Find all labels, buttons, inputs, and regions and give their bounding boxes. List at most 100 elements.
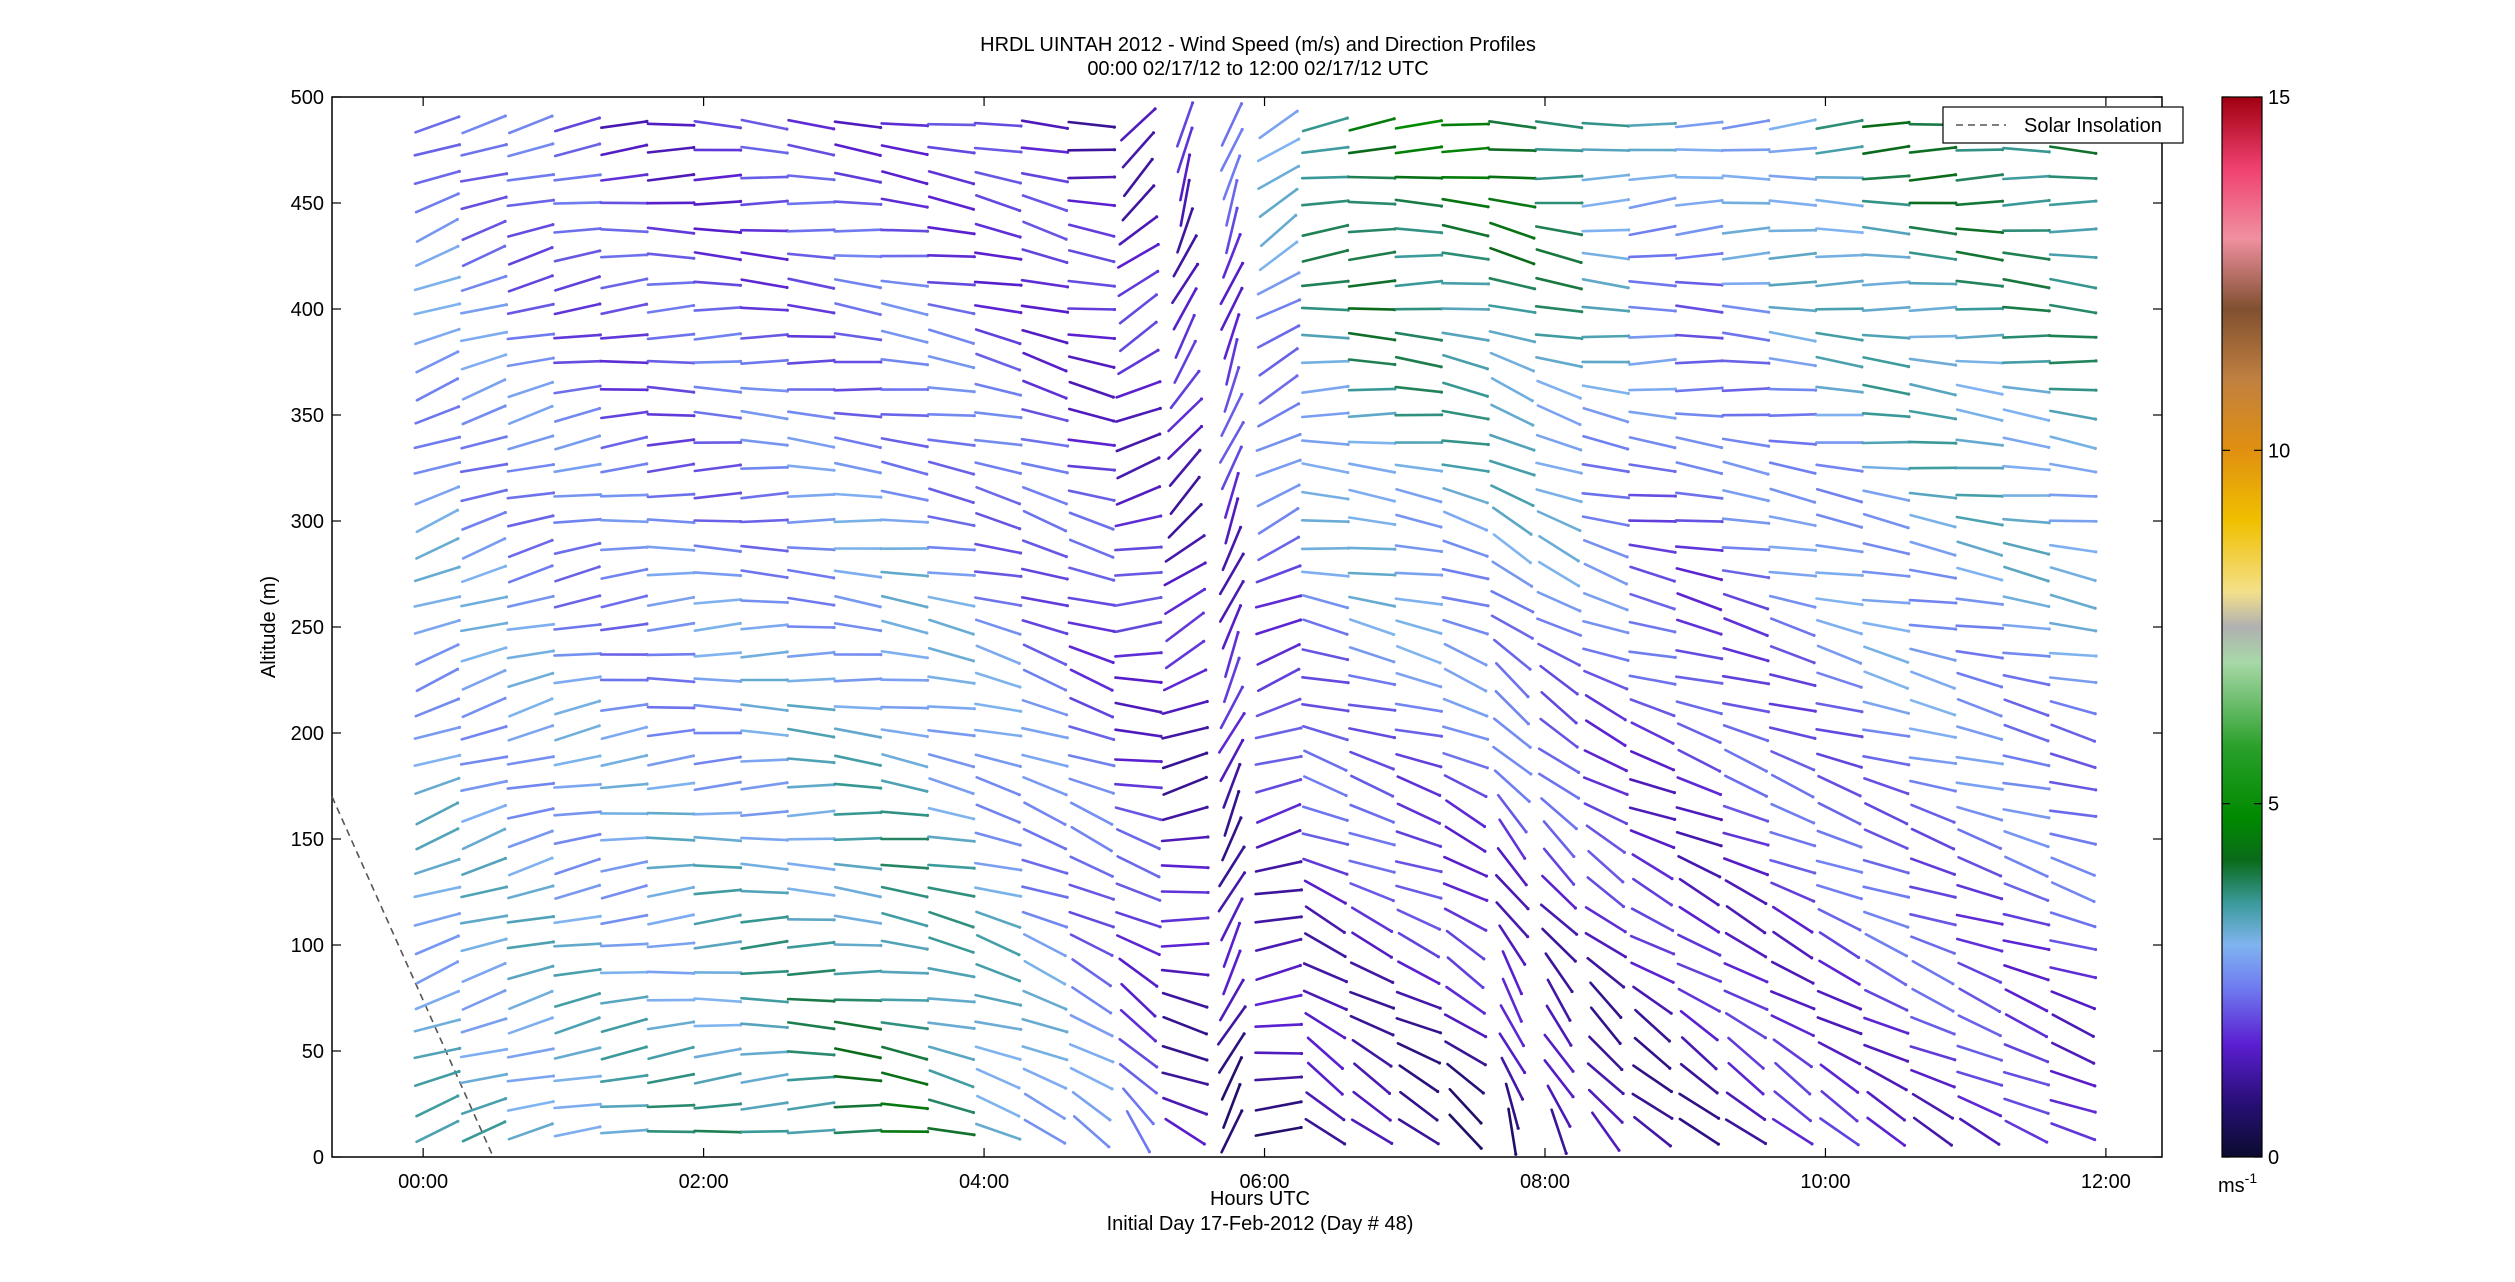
wind-vector — [1630, 750, 1675, 772]
wind-vector-head — [692, 145, 696, 150]
wind-vector — [786, 997, 836, 1003]
wind-vector-head — [1188, 153, 1192, 157]
wind-vector-head — [1299, 726, 1303, 730]
wind-vector-head — [1572, 882, 1576, 886]
wind-vector — [1955, 781, 2004, 791]
wind-vector — [1490, 403, 1535, 427]
wind-vector-head — [1439, 469, 1444, 473]
wind-vector-head — [1812, 661, 1816, 665]
wind-vector — [1543, 1059, 1575, 1098]
wind-vector-head — [1813, 523, 1817, 528]
wind-vector — [1164, 639, 1205, 670]
wind-vector — [1866, 1116, 1906, 1147]
wind-vector — [787, 303, 836, 315]
wind-vector — [973, 728, 1023, 738]
wind-vector — [1022, 509, 1067, 533]
wind-vector-head — [972, 414, 976, 418]
wind-vector-head — [1859, 897, 1863, 901]
wind-vector-head — [1203, 561, 1207, 565]
wind-vector-head — [1533, 205, 1537, 209]
wind-vector-head — [1112, 203, 1116, 208]
wind-vector-head — [738, 463, 743, 467]
y-tick-label: 200 — [291, 723, 324, 745]
wind-vector-head — [1019, 150, 1023, 154]
wind-vector-head — [1766, 819, 1770, 823]
wind-vector-head — [832, 1053, 836, 1057]
wind-vector-head — [1813, 146, 1818, 150]
wind-vector — [2050, 990, 2096, 1010]
wind-vector-head — [1298, 564, 1302, 568]
wind-vector — [1495, 661, 1530, 699]
wind-vector — [1442, 725, 1489, 741]
wind-vector — [1114, 571, 1163, 577]
wind-vector — [460, 646, 508, 663]
wind-vector-head — [1577, 663, 1581, 667]
wind-vector — [1727, 1036, 1765, 1070]
wind-vector-head — [1159, 734, 1163, 738]
wind-vector-head — [457, 275, 461, 279]
wind-vector — [1117, 270, 1159, 298]
wind-vector — [833, 754, 882, 767]
wind-vector — [693, 997, 742, 1004]
wind-vector-head — [692, 303, 696, 308]
wind-vector-head — [504, 143, 508, 147]
wind-vector — [1020, 278, 1069, 289]
wind-vector — [461, 669, 507, 691]
wind-vector-head — [1346, 658, 1350, 662]
wind-vector — [1908, 281, 1958, 286]
wind-vector-head — [1626, 198, 1630, 202]
wind-vector — [1545, 1004, 1573, 1047]
wind-vector-head — [1241, 552, 1245, 556]
wind-vector — [786, 493, 836, 499]
wind-vector-head — [551, 302, 555, 306]
wind-vector-head — [832, 517, 836, 521]
wind-vector — [1628, 493, 1677, 498]
wind-vector — [1956, 1044, 2003, 1062]
wind-vector — [646, 1103, 696, 1109]
wind-vector — [1910, 670, 1956, 690]
wind-vector — [1679, 1062, 1719, 1095]
wind-vector — [833, 943, 883, 947]
wind-vector-head — [1860, 603, 1864, 607]
wind-vector-head — [1159, 545, 1163, 549]
wind-vector — [693, 1047, 742, 1059]
wind-vector — [1722, 460, 1770, 476]
wind-vector — [927, 355, 975, 369]
wind-vector-head — [878, 153, 882, 157]
wind-vector-head — [1907, 601, 1911, 605]
wind-vector-head — [878, 895, 882, 899]
wind-vector — [1956, 540, 2003, 557]
wind-vector-head — [925, 1107, 930, 1111]
wind-vector-head — [1519, 992, 1523, 996]
wind-vector-head — [456, 192, 460, 196]
wind-vector-head — [925, 631, 929, 635]
wind-vector-head — [1673, 655, 1677, 660]
wind-vector — [786, 677, 836, 683]
wind-vector — [1114, 514, 1162, 528]
wind-vector-head — [1905, 822, 1909, 826]
wind-vector-head — [1241, 421, 1245, 425]
wind-vector — [786, 703, 836, 712]
wind-vector-head — [1528, 561, 1532, 565]
wind-vector — [413, 302, 461, 316]
wind-vector-head — [972, 817, 976, 821]
wind-vector — [975, 910, 1022, 929]
wind-vector — [1256, 324, 1301, 349]
wind-vector — [1768, 515, 1817, 527]
wind-vector — [553, 675, 602, 685]
wind-vector-head — [1524, 830, 1528, 834]
y-tick-label: 350 — [291, 405, 324, 427]
wind-vector — [1955, 597, 2004, 606]
wind-vector-head — [1187, 178, 1191, 182]
wind-vector — [1955, 383, 2004, 396]
wind-vector — [1721, 387, 1771, 393]
wind-vector-head — [1237, 790, 1241, 794]
wind-vector-head — [1907, 144, 1911, 148]
wind-vector-head — [972, 390, 976, 394]
wind-vector-head — [505, 914, 509, 918]
wind-vector-head — [1954, 496, 1958, 500]
wind-vector — [833, 200, 883, 206]
wind-vector-head — [1626, 496, 1631, 500]
wind-vector-head — [1296, 507, 1300, 511]
